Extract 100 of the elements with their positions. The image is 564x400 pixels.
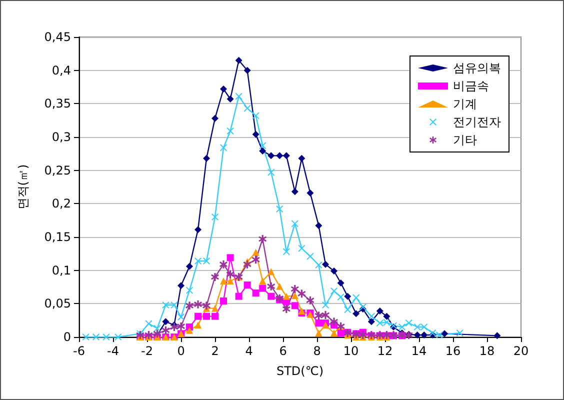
point [220,278,227,284]
legend-label: 섬유의복 [453,61,501,75]
point [170,302,178,308]
point [144,331,153,339]
point [170,323,178,331]
point [252,256,260,264]
point [212,304,218,312]
point [177,322,185,330]
point [282,248,290,256]
point [306,190,314,196]
point [212,312,218,320]
x-tick-label: 4 [245,344,253,358]
point [276,206,284,212]
y-tick-label: 0,2 [52,196,71,211]
y-tick-label: 0,05 [44,296,71,311]
point [291,220,298,228]
point [194,312,202,320]
point [276,152,284,160]
point [259,142,266,150]
y-tick-label: 0,4 [52,63,71,78]
point [92,334,100,340]
point [268,168,275,176]
point [252,130,260,138]
point [114,334,122,340]
point [226,128,234,134]
point [212,114,218,122]
point [267,282,276,290]
point [259,278,266,284]
point [330,318,338,326]
y-tick-label: 0,45 [44,30,71,44]
y-tick-label: 0,1 [52,263,71,278]
point [244,282,251,288]
y-tick-label: 0,15 [44,230,71,244]
point [314,312,323,320]
point [322,302,329,308]
point [276,282,284,290]
point [298,154,306,162]
x-tick-label: 18 [479,344,495,358]
y-tick-label: 0 [63,330,71,344]
point [376,308,384,314]
point [162,302,170,308]
point [243,260,252,268]
point [220,298,227,304]
point [268,292,275,300]
point [203,312,210,320]
point [315,222,322,230]
point [282,152,290,160]
point [436,332,443,338]
point [494,332,501,340]
point [298,290,306,298]
point [258,235,267,243]
point [226,96,234,102]
point [322,260,329,268]
point [368,312,375,320]
point [298,244,306,252]
point [202,302,210,310]
point [244,104,251,112]
point [337,280,344,286]
point [383,312,390,320]
point [102,334,110,340]
point [220,260,228,268]
point [268,152,275,160]
point [368,318,375,326]
point [352,310,360,318]
point [282,305,290,313]
point [291,188,298,196]
point [330,330,338,336]
point [420,332,428,338]
point [252,112,260,120]
x-tick-label: -2 [141,344,153,358]
point [235,292,242,300]
point [211,273,219,281]
point [441,330,448,338]
point [145,320,152,328]
point [290,285,299,293]
point [398,324,406,330]
x-tick-label: 20 [513,344,529,358]
point [282,292,290,300]
x-tick-label: 6 [279,344,287,358]
legend-label: 비금속 [453,79,489,93]
x-tick-label: 0 [177,344,185,358]
point [268,268,275,276]
point [259,148,266,154]
point [330,268,338,274]
point [306,296,314,304]
point [212,214,218,220]
point [291,292,298,300]
point [162,318,170,326]
legend-label: 기타 [453,133,477,147]
point [194,322,202,328]
x-tick-label: 16 [445,344,461,358]
y-axis-title: 면적(㎡) [16,164,30,210]
point [252,290,260,296]
point [352,294,360,302]
point [186,286,193,294]
point [306,252,314,260]
point [330,288,338,294]
x-tick-label: 14 [411,344,427,358]
point [376,320,384,326]
point [383,318,390,326]
